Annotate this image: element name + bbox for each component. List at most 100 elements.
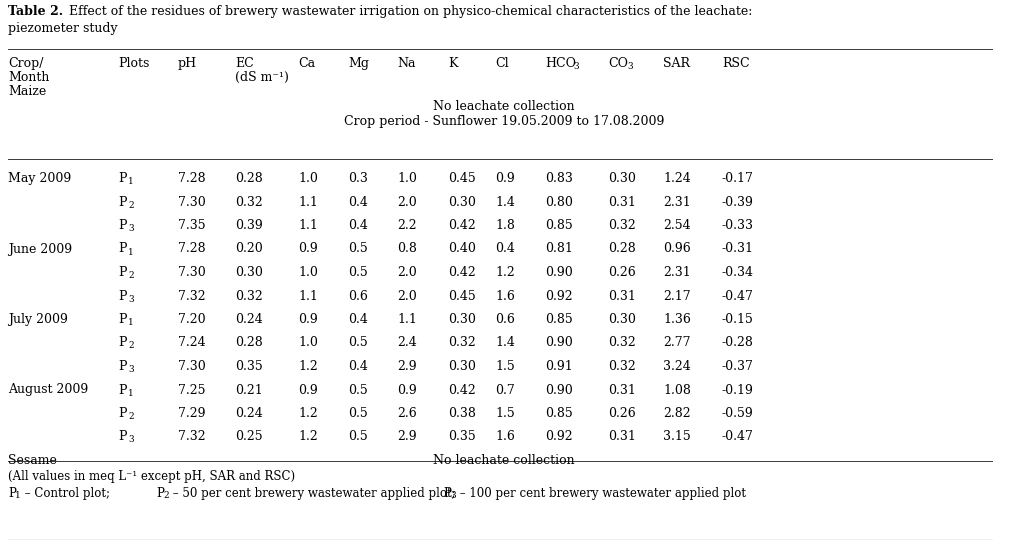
Text: 0.32: 0.32 [448, 336, 476, 349]
Text: piezometer study: piezometer study [8, 22, 118, 35]
Text: 0.30: 0.30 [448, 196, 476, 209]
Text: 0.83: 0.83 [545, 172, 573, 185]
Text: 1.5: 1.5 [495, 360, 515, 373]
Text: 0.85: 0.85 [545, 407, 573, 420]
Text: 1.5: 1.5 [495, 407, 515, 420]
Text: 2.31: 2.31 [663, 266, 691, 279]
Text: RSC: RSC [722, 57, 750, 70]
Text: 0.42: 0.42 [448, 266, 476, 279]
Text: Crop/: Crop/ [8, 57, 43, 70]
Text: 7.20: 7.20 [178, 313, 206, 326]
Text: P: P [156, 487, 163, 500]
Text: 0.28: 0.28 [235, 172, 262, 185]
Text: 0.20: 0.20 [235, 243, 262, 256]
Text: -0.15: -0.15 [722, 313, 754, 326]
Text: P: P [118, 407, 126, 420]
Text: 0.80: 0.80 [545, 196, 573, 209]
Text: 0.90: 0.90 [545, 384, 573, 397]
Text: EC: EC [235, 57, 253, 70]
Text: 2.54: 2.54 [663, 219, 690, 232]
Text: P: P [118, 336, 126, 349]
Text: 1: 1 [128, 177, 134, 186]
Text: 1: 1 [128, 389, 134, 397]
Text: HCO: HCO [545, 57, 576, 70]
Text: 0.4: 0.4 [348, 313, 368, 326]
Text: P: P [118, 289, 126, 302]
Text: 0.4: 0.4 [348, 219, 368, 232]
Text: 2: 2 [128, 412, 133, 421]
Text: 0.31: 0.31 [608, 196, 636, 209]
Text: 7.32: 7.32 [178, 289, 206, 302]
Text: 0.96: 0.96 [663, 243, 691, 256]
Text: 1.8: 1.8 [495, 219, 515, 232]
Text: 0.90: 0.90 [545, 266, 573, 279]
Text: -0.47: -0.47 [722, 431, 754, 444]
Text: 0.38: 0.38 [448, 407, 476, 420]
Text: 2: 2 [128, 342, 133, 350]
Text: 1.1: 1.1 [397, 313, 417, 326]
Text: 0.85: 0.85 [545, 313, 573, 326]
Text: 0.30: 0.30 [448, 313, 476, 326]
Text: 0.92: 0.92 [545, 289, 573, 302]
Text: P: P [118, 172, 126, 185]
Text: 0.81: 0.81 [545, 243, 573, 256]
Text: 2.0: 2.0 [397, 266, 417, 279]
Text: Table 2.: Table 2. [8, 5, 64, 18]
Text: 2.0: 2.0 [397, 196, 417, 209]
Text: 3: 3 [627, 62, 633, 71]
Text: 1.2: 1.2 [298, 431, 318, 444]
Text: – Control plot;: – Control plot; [21, 487, 114, 500]
Text: 0.5: 0.5 [348, 407, 367, 420]
Text: -0.59: -0.59 [722, 407, 754, 420]
Text: 7.30: 7.30 [178, 266, 206, 279]
Text: – 50 per cent brewery wastewater applied plot;: – 50 per cent brewery wastewater applied… [169, 487, 459, 500]
Text: -0.19: -0.19 [722, 384, 754, 397]
Text: 0.28: 0.28 [235, 336, 262, 349]
Text: 1.0: 1.0 [397, 172, 417, 185]
Text: 0.8: 0.8 [397, 243, 417, 256]
Text: 0.24: 0.24 [235, 313, 262, 326]
Text: 1.4: 1.4 [495, 196, 515, 209]
Text: 0.26: 0.26 [608, 407, 636, 420]
Text: 2.17: 2.17 [663, 289, 690, 302]
Text: 7.30: 7.30 [178, 196, 206, 209]
Text: 1.6: 1.6 [495, 289, 515, 302]
Text: 7.35: 7.35 [178, 219, 206, 232]
Text: 1.2: 1.2 [298, 407, 318, 420]
Text: 2: 2 [163, 491, 169, 500]
Text: 1.6: 1.6 [495, 431, 515, 444]
Text: 0.91: 0.91 [545, 360, 573, 373]
Text: 2.77: 2.77 [663, 336, 690, 349]
Text: 0.42: 0.42 [448, 219, 476, 232]
Text: P: P [118, 196, 126, 209]
Text: 1: 1 [128, 318, 134, 327]
Text: May 2009: May 2009 [8, 172, 72, 185]
Text: -0.33: -0.33 [722, 219, 754, 232]
Text: 2: 2 [128, 271, 133, 280]
Text: 1.1: 1.1 [298, 289, 318, 302]
Text: 1.1: 1.1 [298, 196, 318, 209]
Text: Plots: Plots [118, 57, 149, 70]
Text: 0.30: 0.30 [608, 313, 636, 326]
Text: 0.35: 0.35 [448, 431, 476, 444]
Text: 0.7: 0.7 [495, 384, 515, 397]
Text: 0.90: 0.90 [545, 336, 573, 349]
Text: 1: 1 [15, 491, 21, 500]
Text: 1.0: 1.0 [298, 336, 318, 349]
Text: P: P [118, 360, 126, 373]
Text: 7.32: 7.32 [178, 431, 206, 444]
Text: -0.17: -0.17 [722, 172, 754, 185]
Text: – 100 per cent brewery wastewater applied plot: – 100 per cent brewery wastewater applie… [456, 487, 746, 500]
Text: 0.26: 0.26 [608, 266, 636, 279]
Text: Cl: Cl [495, 57, 509, 70]
Text: July 2009: July 2009 [8, 313, 68, 326]
Text: -0.28: -0.28 [722, 336, 754, 349]
Text: 3: 3 [128, 294, 133, 304]
Text: 3.24: 3.24 [663, 360, 691, 373]
Text: P: P [118, 313, 126, 326]
Text: 0.32: 0.32 [608, 336, 636, 349]
Text: 0.39: 0.39 [235, 219, 262, 232]
Text: -0.34: -0.34 [722, 266, 754, 279]
Text: Na: Na [397, 57, 416, 70]
Text: 0.85: 0.85 [545, 219, 573, 232]
